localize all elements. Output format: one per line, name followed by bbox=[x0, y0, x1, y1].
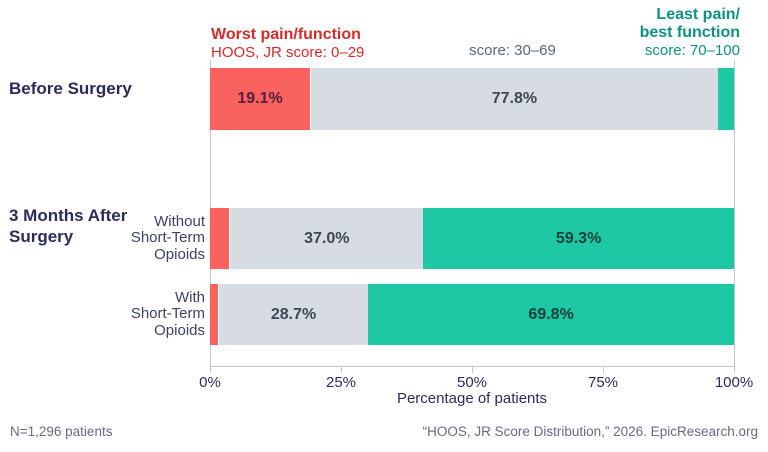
segment-best-function: 59.3% bbox=[423, 208, 734, 269]
row-label-line: Short-Term bbox=[130, 229, 205, 247]
legend-best-range: score: 70–100 bbox=[644, 42, 740, 59]
legend-best-title-line1: Least pain/ bbox=[656, 6, 740, 23]
row-label-line: With bbox=[175, 288, 205, 306]
x-axis-tick bbox=[341, 366, 342, 373]
segment-mid-score: 37.0% bbox=[229, 208, 424, 269]
bar-before-surgery: 19.1% 77.8% bbox=[210, 68, 734, 130]
bar-without-opioids: 37.0% 59.3% bbox=[210, 208, 734, 269]
x-axis: 0% 25% 50% 75% 100% bbox=[199, 366, 753, 396]
segment-value-label: 69.8% bbox=[528, 305, 574, 323]
segment-worst-pain bbox=[210, 284, 218, 345]
legend-best-group: Least pain/ best function score: 70–100 bbox=[640, 6, 740, 59]
x-axis-tick bbox=[734, 366, 735, 373]
x-axis-tick-label: 0% bbox=[199, 374, 221, 391]
segment-best-function: 69.8% bbox=[368, 284, 734, 345]
group-label-after-surgery: 3 Months After Surgery bbox=[9, 206, 128, 246]
group-label-before-surgery: Before Surgery bbox=[9, 79, 132, 98]
gridline-100-percent bbox=[734, 60, 735, 366]
x-axis-tick-label: 100% bbox=[714, 374, 754, 391]
segment-value-label: 28.7% bbox=[270, 305, 317, 323]
legend-worst-range: HOOS, JR score: 0–29 bbox=[211, 44, 365, 61]
segment-value-label: 19.1% bbox=[237, 90, 283, 107]
row-label-line: Without bbox=[154, 212, 205, 230]
segment-mid-score: 77.8% bbox=[310, 68, 718, 130]
legend-worst-group: Worst pain/function HOOS, JR score: 0–29 bbox=[211, 26, 364, 61]
legend-best-title-line2: best function bbox=[639, 24, 740, 41]
x-axis-tick-label: 75% bbox=[587, 374, 619, 391]
segment-worst-pain: 19.1% bbox=[210, 68, 311, 130]
segment-mid-score: 28.7% bbox=[217, 284, 369, 345]
segment-worst-pain bbox=[210, 208, 230, 269]
row-label-without-opioids: Without Short-Term Opioids bbox=[85, 208, 205, 269]
segment-value-label: 59.3% bbox=[555, 229, 602, 247]
segment-value-label: 37.0% bbox=[304, 229, 350, 247]
row-label-line: Opioids bbox=[154, 321, 205, 339]
segment-value-label: 77.8% bbox=[491, 90, 538, 107]
segment-best-function bbox=[717, 68, 734, 130]
source-citation: “HOOS, JR Score Distribution,” 2026. Epi… bbox=[422, 424, 758, 439]
x-axis-tick bbox=[472, 366, 473, 373]
row-label-line: Short-Term bbox=[130, 305, 205, 323]
legend-worst-title: Worst pain/function bbox=[211, 26, 361, 43]
x-axis-title: Percentage of patients bbox=[396, 390, 548, 407]
x-axis-tick-label: 25% bbox=[325, 374, 357, 391]
bar-with-opioids: 28.7% 69.8% bbox=[210, 284, 734, 345]
row-label-with-opioids: With Short-Term Opioids bbox=[85, 284, 205, 345]
x-axis-tick-label: 50% bbox=[456, 374, 488, 391]
row-label-line: Opioids bbox=[154, 245, 205, 263]
x-axis-tick bbox=[603, 366, 604, 373]
sample-size-note: N=1,296 patients bbox=[10, 424, 113, 439]
x-axis-tick bbox=[210, 366, 211, 373]
legend-mid-range: score: 30–69 bbox=[469, 42, 556, 59]
